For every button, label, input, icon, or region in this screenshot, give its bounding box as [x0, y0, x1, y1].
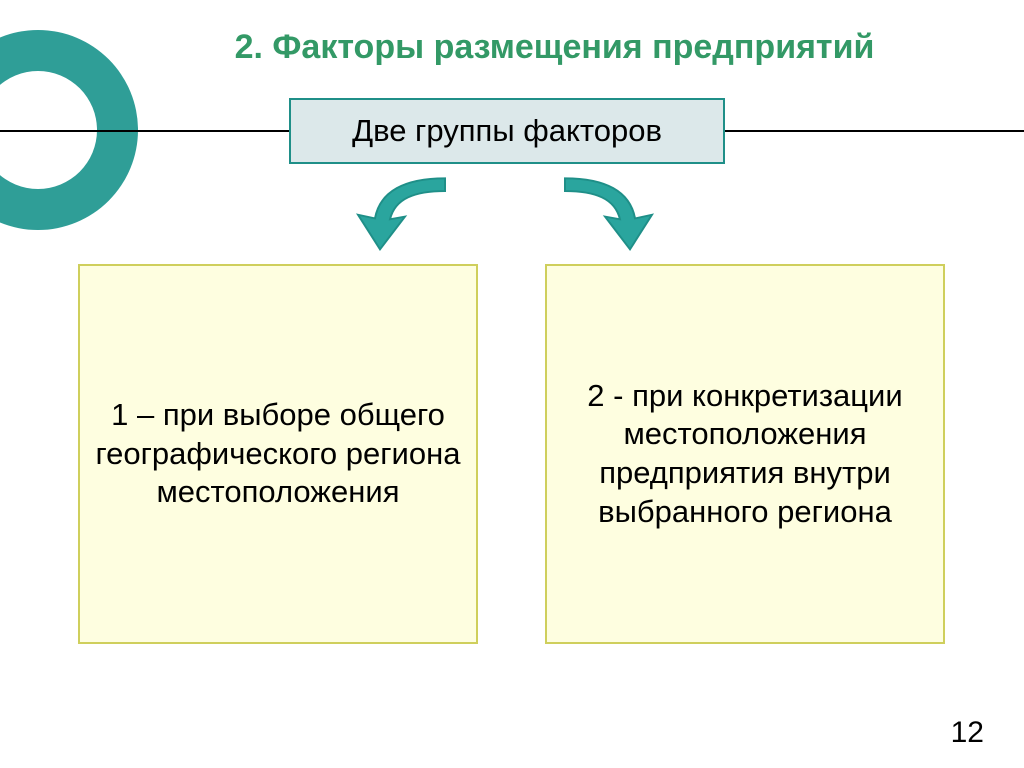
arrow-left-path: [358, 178, 445, 249]
factor-box-2: 2 - при конкретизации местоположения пре…: [545, 264, 945, 644]
arrow-right-path: [565, 178, 652, 249]
arrow-left: [350, 171, 470, 253]
arrow-right: [540, 171, 660, 253]
page-number: 12: [951, 716, 984, 750]
top-factors-box: Две группы факторов: [289, 98, 725, 164]
factor-box-1: 1 – при выборе общего географического ре…: [78, 264, 478, 644]
slide-title: 2. Факторы размещения предприятий: [115, 28, 994, 67]
